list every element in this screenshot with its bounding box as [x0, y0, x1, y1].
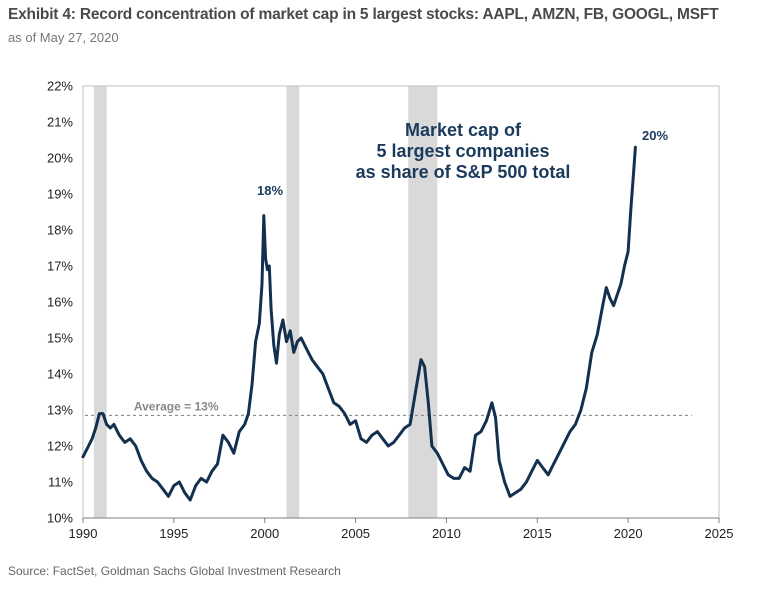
- y-tick-label: 19%: [47, 187, 73, 202]
- y-axis: 10% 11% 12% 13% 14% 15% 16% 17% 18% 19% 20% 21% 22%: [47, 79, 73, 526]
- y-tick-label: 14%: [47, 367, 73, 382]
- x-tick-label: 1995: [159, 526, 188, 541]
- x-tick-label: 2015: [523, 526, 552, 541]
- peak-2020-label: 20%: [642, 128, 668, 143]
- recession-band: [286, 86, 300, 518]
- y-tick-label: 12%: [47, 439, 73, 454]
- series-line: [81, 145, 637, 502]
- x-tick-label: 2000: [250, 526, 279, 541]
- x-tick-label: 2020: [614, 526, 643, 541]
- chart: 10%11%12%13%14%15%16%17%18%19%20%21%22% …: [47, 79, 734, 542]
- annotation-line-2: 5 largest companies: [376, 141, 549, 161]
- x-axis: 1990 1995 2000 2005 2010 2015 2020 2025: [69, 517, 734, 541]
- x-tick-label: 2005: [341, 526, 370, 541]
- peak-2000-label: 18%: [257, 183, 283, 198]
- x-tick-label: 2025: [705, 526, 734, 541]
- y-tick-label: 18%: [47, 223, 73, 238]
- y-tick-label: 22%: [47, 79, 73, 94]
- y-tick-label: 15%: [47, 331, 73, 346]
- y-tick-label: 11%: [48, 475, 73, 490]
- y-tick-label: 16%: [47, 295, 73, 310]
- y-tick-label: 13%: [47, 403, 73, 418]
- annotation-line-3: as share of S&P 500 total: [356, 162, 571, 182]
- y-tick-label: 17%: [47, 259, 73, 274]
- series-annotation: Market cap of 5 largest companies as sha…: [356, 120, 571, 182]
- recession-bands: [93, 86, 438, 518]
- x-tick-label: 1990: [69, 526, 98, 541]
- recession-band: [93, 86, 107, 518]
- source-note: Source: FactSet, Goldman Sachs Global In…: [8, 564, 341, 578]
- page-subtitle: as of May 27, 2020: [8, 30, 119, 45]
- average-label: Average = 13%: [134, 399, 219, 413]
- y-tick-label: 20%: [47, 151, 73, 166]
- y-tick-label: 21%: [47, 115, 73, 130]
- page-title: Exhibit 4: Record concentration of marke…: [8, 6, 719, 23]
- x-tick-label: 2010: [432, 526, 461, 541]
- y-tick-label: 10%: [47, 511, 73, 526]
- annotation-line-1: Market cap of: [405, 120, 522, 140]
